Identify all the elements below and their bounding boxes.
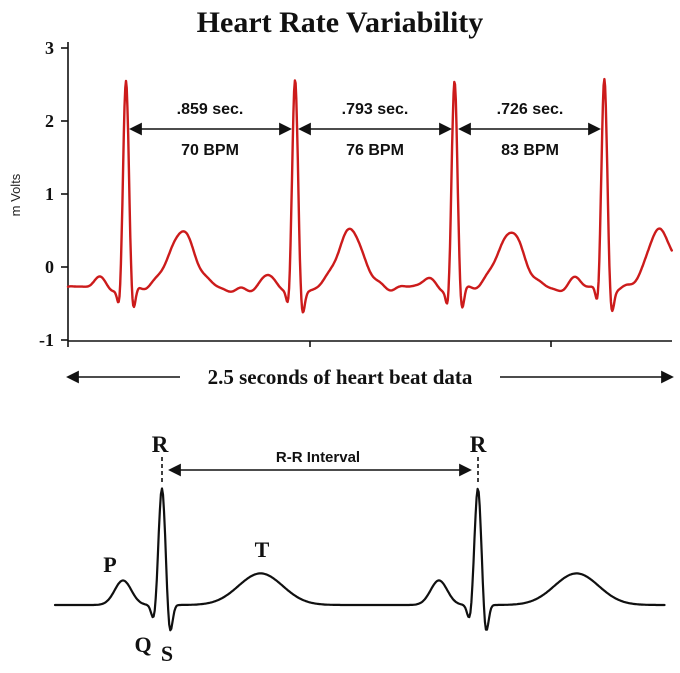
s-wave-label: S xyxy=(161,641,173,666)
interval-bpm-label-1: 70 BPM xyxy=(181,142,239,159)
y-tick-label-3: 3 xyxy=(45,38,54,58)
r-wave-label-1: R xyxy=(152,432,169,457)
interval-sec-label-2: .793 sec. xyxy=(342,101,409,118)
t-wave-label: T xyxy=(255,537,270,562)
interval-bpm-label-2: 76 BPM xyxy=(346,142,404,159)
r-wave-label-2: R xyxy=(470,432,487,457)
q-wave-label: Q xyxy=(134,632,151,657)
interval-bpm-label-3: 83 BPM xyxy=(501,142,559,159)
y-tick-label-0: 0 xyxy=(45,257,54,277)
y-tick-label-neg1: -1 xyxy=(39,330,54,350)
pqrst-schematic: R R R-R Interval P T Q S xyxy=(53,432,666,666)
chart-title: Heart Rate Variability xyxy=(197,6,484,39)
y-tick-label-2: 2 xyxy=(45,111,54,131)
x-caption: 2.5 seconds of heart beat data xyxy=(208,365,473,389)
pqrst-trace xyxy=(53,487,666,632)
p-wave-label: P xyxy=(103,552,116,577)
rr-interval-label: R-R Interval xyxy=(276,449,360,466)
y-axis-label: m Volts xyxy=(8,173,23,216)
interval-sec-label-1: .859 sec. xyxy=(177,101,244,118)
interval-sec-label-3: .726 sec. xyxy=(497,101,564,118)
hrv-ecg-chart: Heart Rate Variability 3 2 1 0 -1 m Volt… xyxy=(8,6,674,389)
y-tick-label-1: 1 xyxy=(45,184,54,204)
ecg-trace xyxy=(66,77,673,314)
